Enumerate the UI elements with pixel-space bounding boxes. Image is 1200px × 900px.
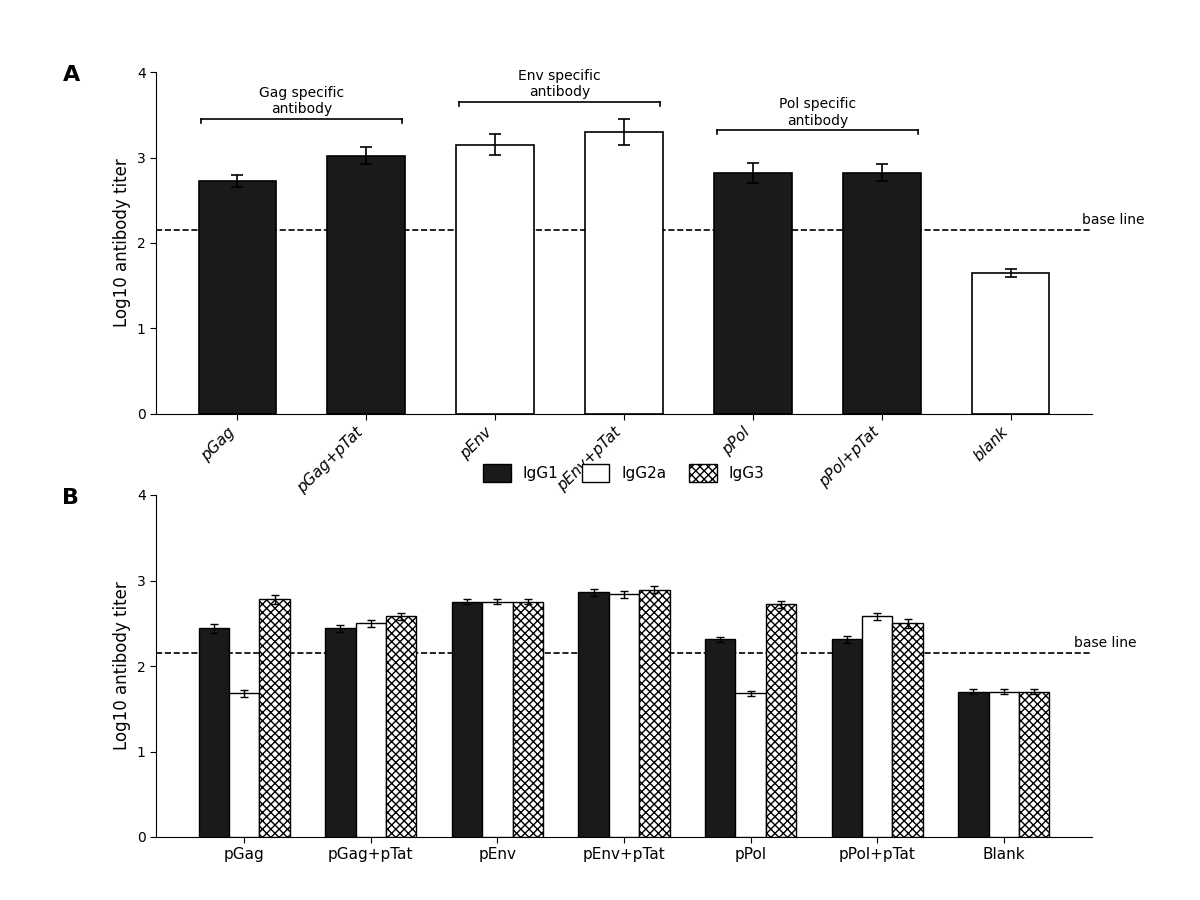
- Bar: [578, 592, 608, 837]
- Bar: [325, 628, 355, 837]
- Text: A: A: [62, 65, 79, 86]
- Bar: [512, 602, 542, 837]
- Y-axis label: Log10 antibody titer: Log10 antibody titer: [113, 581, 131, 751]
- Bar: [355, 623, 386, 837]
- Bar: [766, 605, 797, 837]
- Y-axis label: Log10 antibody titer: Log10 antibody titer: [113, 158, 131, 328]
- Legend: IgG1, IgG2a, IgG3: IgG1, IgG2a, IgG3: [478, 458, 770, 488]
- Bar: [640, 590, 670, 837]
- Bar: [386, 616, 416, 837]
- Bar: [1019, 691, 1050, 837]
- Bar: [706, 640, 736, 837]
- Bar: [198, 182, 276, 414]
- Bar: [451, 602, 482, 837]
- Bar: [893, 623, 923, 837]
- Bar: [198, 628, 229, 837]
- Bar: [229, 693, 259, 837]
- Bar: [844, 173, 920, 414]
- Bar: [972, 273, 1050, 414]
- Bar: [862, 616, 893, 837]
- Text: Gag specific
antibody: Gag specific antibody: [259, 86, 344, 116]
- Bar: [832, 640, 862, 837]
- Bar: [989, 691, 1019, 837]
- Text: Env specific
antibody: Env specific antibody: [518, 69, 601, 99]
- Bar: [456, 145, 534, 414]
- Bar: [736, 693, 766, 837]
- Bar: [608, 594, 640, 837]
- Text: B: B: [62, 488, 79, 508]
- Bar: [586, 132, 662, 414]
- Bar: [259, 599, 289, 837]
- Bar: [959, 691, 989, 837]
- Bar: [328, 156, 404, 414]
- Text: Pol specific
antibody: Pol specific antibody: [779, 97, 856, 128]
- Text: base line: base line: [1081, 212, 1144, 227]
- Bar: [714, 173, 792, 414]
- Text: base line: base line: [1074, 635, 1136, 650]
- Bar: [482, 602, 512, 837]
